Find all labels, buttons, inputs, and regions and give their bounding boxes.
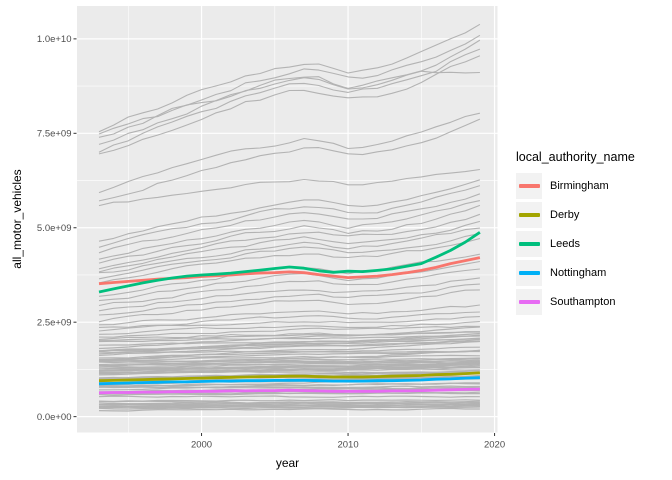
background-line bbox=[98, 334, 480, 355]
background-line bbox=[98, 213, 481, 270]
background-line bbox=[98, 268, 480, 307]
background-line bbox=[98, 400, 480, 404]
legend-key bbox=[516, 231, 542, 257]
legend-label: Leeds bbox=[550, 238, 580, 250]
legend-label: Birmingham bbox=[550, 180, 609, 192]
background-line bbox=[98, 340, 480, 361]
background-line bbox=[98, 405, 480, 410]
y-tick-label: 5.0e+09 bbox=[37, 223, 72, 234]
background-line bbox=[98, 34, 481, 138]
background-line bbox=[98, 338, 480, 346]
legend-line-swatch bbox=[518, 242, 540, 246]
legend-entry-birmingham: Birmingham bbox=[516, 173, 670, 199]
legend-line-swatch bbox=[518, 271, 540, 275]
legend-key bbox=[516, 202, 542, 228]
background-line bbox=[98, 204, 481, 264]
background-line bbox=[98, 385, 480, 389]
legend-entries: Birmingham Derby Leeds Nottingham Southampto… bbox=[516, 173, 670, 315]
background-line bbox=[98, 70, 480, 135]
line-nottingham bbox=[98, 376, 480, 386]
line-leeds bbox=[98, 231, 481, 294]
x-tick-label: 2020 bbox=[484, 440, 505, 451]
legend-entry-derby: Derby bbox=[516, 202, 670, 228]
legend-line-swatch bbox=[518, 184, 540, 188]
background-line bbox=[98, 406, 480, 409]
legend-title: local_authority_name bbox=[516, 150, 635, 164]
background-line bbox=[98, 382, 480, 391]
data-lines bbox=[98, 23, 481, 412]
background-line bbox=[98, 23, 481, 133]
x-axis-title: year bbox=[275, 456, 300, 470]
background-line bbox=[98, 402, 480, 406]
background-line bbox=[98, 118, 481, 202]
background-line bbox=[98, 335, 480, 343]
background-line bbox=[98, 55, 481, 155]
background-line bbox=[99, 358, 480, 367]
y-tick-label: 1.0e+10 bbox=[37, 34, 72, 45]
background-line bbox=[98, 354, 480, 361]
background-line bbox=[98, 168, 480, 207]
background-line bbox=[98, 346, 480, 359]
background-line bbox=[98, 361, 480, 372]
background-line bbox=[98, 349, 480, 361]
background-line bbox=[98, 391, 480, 396]
background-line bbox=[98, 185, 481, 248]
background-line bbox=[98, 399, 480, 403]
x-tick-label: 2000 bbox=[191, 440, 212, 451]
tick-marks bbox=[73, 38, 496, 436]
legend-label: Southampton bbox=[550, 296, 616, 308]
background-line bbox=[98, 289, 480, 323]
y-axis-title: all_motor_vehicles bbox=[10, 169, 24, 269]
background-line bbox=[98, 350, 480, 353]
background-line bbox=[98, 179, 481, 242]
line-derby bbox=[98, 371, 480, 383]
background-line bbox=[98, 326, 480, 350]
legend: local_authority_name Birmingham Derby Leed… bbox=[516, 150, 670, 318]
background-line bbox=[98, 366, 480, 374]
background-line bbox=[98, 232, 481, 280]
background-line bbox=[98, 227, 480, 274]
background-line bbox=[98, 366, 480, 370]
legend-label: Nottingham bbox=[550, 267, 607, 279]
background-line bbox=[98, 357, 480, 363]
background-line bbox=[98, 237, 481, 284]
background-line bbox=[98, 321, 480, 335]
y-tick-label: 0.0e+00 bbox=[37, 412, 72, 423]
background-line bbox=[98, 48, 481, 153]
legend-line-swatch bbox=[518, 213, 540, 217]
legend-entry-leeds: Leeds bbox=[516, 231, 670, 257]
background-line bbox=[98, 404, 480, 407]
y-tick-label: 2.5e+09 bbox=[37, 317, 72, 328]
background-line bbox=[98, 304, 480, 326]
background-line bbox=[98, 325, 480, 338]
background-line bbox=[98, 112, 481, 194]
background-line bbox=[98, 283, 480, 316]
legend-key bbox=[516, 260, 542, 286]
y-tick-label: 7.5e+09 bbox=[37, 129, 72, 140]
x-tick-label: 2010 bbox=[337, 440, 358, 451]
legend-line-swatch bbox=[518, 300, 540, 304]
background-line bbox=[98, 220, 481, 273]
background-line bbox=[98, 193, 481, 254]
line-southampton bbox=[98, 387, 480, 395]
legend-key bbox=[516, 289, 542, 315]
background-line bbox=[98, 395, 480, 398]
background-line bbox=[98, 200, 481, 260]
legend-entry-nottingham: Nottingham bbox=[516, 260, 670, 286]
background-line bbox=[98, 400, 480, 405]
legend-entry-southampton: Southampton bbox=[516, 289, 670, 315]
background-line bbox=[98, 316, 480, 332]
background-line bbox=[98, 277, 480, 312]
legend-key bbox=[516, 173, 542, 199]
background-line bbox=[98, 331, 480, 340]
legend-label: Derby bbox=[550, 209, 580, 221]
background-line bbox=[98, 407, 480, 412]
